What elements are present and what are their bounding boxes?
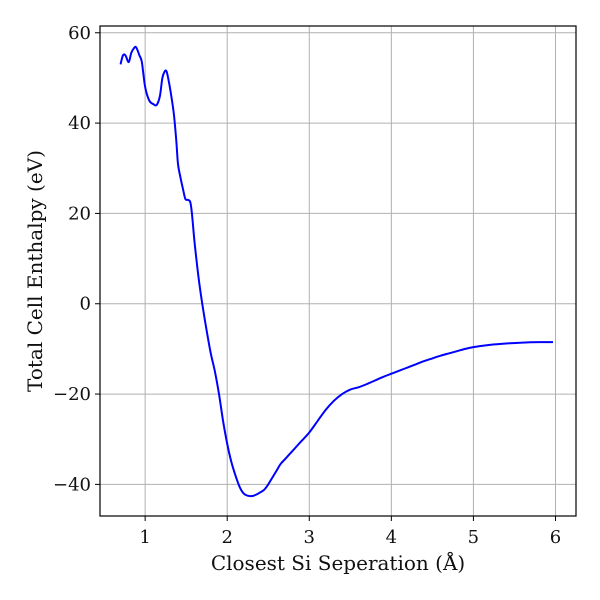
x-tick-label: 4 xyxy=(386,527,397,548)
x-axis-label: Closest Si Seperation (Å) xyxy=(211,550,465,575)
series-layer xyxy=(119,45,554,498)
x-tick-label: 6 xyxy=(550,527,561,548)
y-tick-label: −40 xyxy=(53,474,91,495)
grid-lines xyxy=(100,26,576,516)
x-axis-ticks: 1 2 3 4 5 6 xyxy=(139,516,561,548)
y-tick-label: 0 xyxy=(80,294,91,315)
x-tick-label: 5 xyxy=(468,527,479,548)
x-tick-label: 3 xyxy=(304,527,315,548)
y-tick-label: 20 xyxy=(68,203,91,224)
x-tick-label: 2 xyxy=(221,527,232,548)
plot-frame xyxy=(99,25,577,517)
y-tick-label: 60 xyxy=(68,23,91,44)
y-tick-label: −20 xyxy=(53,384,91,405)
series-line-enthalpy xyxy=(119,45,554,498)
y-axis-ticks: −40 −20 0 20 40 60 xyxy=(53,23,100,495)
y-tick-label: 40 xyxy=(68,113,91,134)
y-axis-label: Total Cell Enthalpy (eV) xyxy=(23,150,47,392)
x-tick-label: 1 xyxy=(139,527,150,548)
